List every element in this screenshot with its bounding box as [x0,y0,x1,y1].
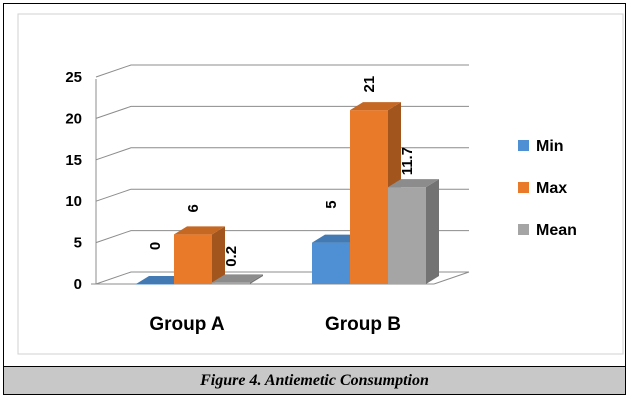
data-label: 0 [147,242,164,250]
floor-right-edge [433,271,470,285]
bar-front [312,242,350,284]
caption-bar: Figure 4. Antiemetic Consumption [4,366,625,394]
y-tick-label: 5 [74,235,82,252]
data-label: 11.7 [399,147,416,175]
y-tick-label: 0 [74,276,82,293]
data-label: 21 [361,76,378,93]
bar-top [388,179,439,188]
y-tick-label: 15 [65,152,82,169]
category-label: Group A [149,314,225,335]
y-tick-label: 20 [65,110,82,127]
legend-swatch [518,140,529,151]
bar-top [350,102,401,111]
gridline [95,105,469,119]
chart-area-outline [17,13,624,355]
chart: 0 5 10 15 20 25 0 6 0.2 Group A 5 21 11.7 Group B Min M… [17,13,624,355]
bar-front [174,234,212,284]
bar-front [350,110,388,285]
legend-swatch [518,182,529,193]
y-tick-label: 10 [65,193,82,210]
data-label: 0.2 [223,246,240,267]
legend-label: Mean [536,222,577,239]
figure-frame: 0 5 10 15 20 25 0 6 0.2 Group A 5 21 11.7 Group B Min M… [3,3,626,395]
data-label: 5 [323,200,340,208]
gridline [95,64,469,78]
y-tick-label: 25 [65,69,82,86]
bar-top [174,226,225,235]
figure-caption: Figure 4. Antiemetic Consumption [200,371,429,389]
bar-side [250,274,263,284]
bar-top [212,274,263,283]
category-label: Group B [325,314,401,335]
bar-front [212,282,250,284]
bar-front [136,284,174,285]
bar-side [426,179,439,284]
data-label: 6 [185,204,202,212]
legend-label: Max [536,180,567,197]
legend-swatch [518,224,529,235]
bar-front [388,187,426,284]
legend-label: Min [536,138,564,155]
bar-side [212,226,225,284]
